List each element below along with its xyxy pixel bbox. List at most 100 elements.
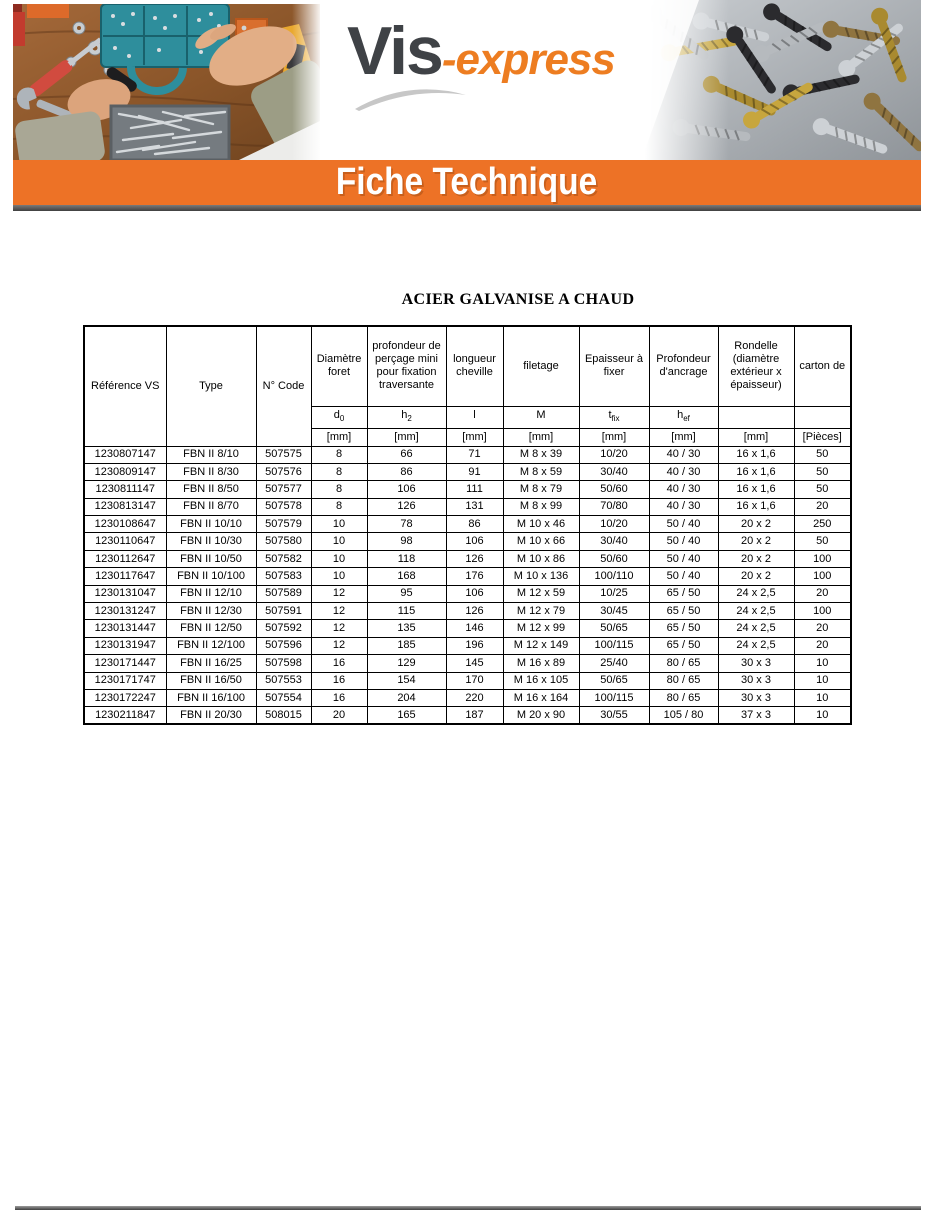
cell-longueur-cheville: 71 xyxy=(445,445,504,464)
cell-filetage: M 16 x 89 xyxy=(502,654,580,673)
cell-diametre-foret: 16 xyxy=(310,654,368,673)
cell-profondeur-percage: 86 xyxy=(366,462,447,482)
cell-rondelle: 24 x 2,5 xyxy=(717,636,795,656)
symbol-hef: hef xyxy=(648,405,719,429)
cell-reference: 1230172247 xyxy=(83,688,167,708)
table-row: 1230112647 FBN II 10/50 507582 10 118 126 M 10… xyxy=(83,549,852,569)
cell-filetage: M 8 x 79 xyxy=(502,480,580,499)
cell-code: 507591 xyxy=(255,602,312,621)
table-body: 1230807147 FBN II 8/10 507575 8 66 71 M 8 x 39… xyxy=(83,445,852,725)
cell-longueur-cheville: 196 xyxy=(445,636,504,656)
cell-epaisseur-a-fixer: 30/55 xyxy=(578,706,650,725)
cell-profondeur-percage: 185 xyxy=(366,636,447,656)
cell-epaisseur-a-fixer: 100/110 xyxy=(578,567,650,586)
cell-profondeur-ancrage: 50 / 40 xyxy=(648,549,719,569)
banner-title: Fiche Technique xyxy=(336,161,598,203)
cell-diametre-foret: 8 xyxy=(310,497,368,517)
cell-profondeur-percage: 66 xyxy=(366,445,447,464)
cell-rondelle: 37 x 3 xyxy=(717,706,795,725)
cell-type: FBN II 12/100 xyxy=(165,636,257,656)
cell-filetage: M 10 x 46 xyxy=(502,515,580,534)
cell-profondeur-ancrage: 65 / 50 xyxy=(648,619,719,638)
cell-diametre-foret: 20 xyxy=(310,706,368,725)
cell-rondelle: 20 x 2 xyxy=(717,549,795,569)
workbench-photo xyxy=(13,4,322,160)
cell-profondeur-ancrage: 65 / 50 xyxy=(648,584,719,604)
cell-carton: 20 xyxy=(793,584,852,604)
cell-epaisseur-a-fixer: 30/40 xyxy=(578,532,650,551)
cell-code: 507598 xyxy=(255,654,312,673)
col-header-epaisseur: Epaisseur à fixer xyxy=(578,325,650,407)
cell-code: 508015 xyxy=(255,706,312,725)
cell-reference: 1230117647 xyxy=(83,567,167,586)
cell-reference: 1230112647 xyxy=(83,549,167,569)
cell-rondelle: 16 x 1,6 xyxy=(717,497,795,517)
cell-carton: 250 xyxy=(793,515,852,534)
cell-profondeur-ancrage: 65 / 50 xyxy=(648,602,719,621)
cell-profondeur-percage: 115 xyxy=(366,602,447,621)
table-row: 1230811147 FBN II 8/50 507577 8 106 111 M 8 x … xyxy=(83,480,852,499)
symbol-rondelle-empty xyxy=(717,405,795,429)
logo-vis: Vis xyxy=(347,13,444,89)
cell-longueur-cheville: 145 xyxy=(445,654,504,673)
table-row: 1230171747 FBN II 16/50 507553 16 154 170 M 16… xyxy=(83,671,852,690)
cell-longueur-cheville: 176 xyxy=(445,567,504,586)
unit-carton: [Pièces] xyxy=(793,427,852,447)
screws-pile-photo xyxy=(645,0,921,160)
col-header-filetage: filetage xyxy=(502,325,580,407)
cell-code: 507589 xyxy=(255,584,312,604)
cell-filetage: M 16 x 164 xyxy=(502,688,580,708)
cell-longueur-cheville: 126 xyxy=(445,602,504,621)
cell-epaisseur-a-fixer: 50/60 xyxy=(578,549,650,569)
cell-carton: 50 xyxy=(793,480,852,499)
col-header-reference: Référence VS xyxy=(83,325,167,447)
cell-profondeur-percage: 118 xyxy=(366,549,447,569)
symbol-M: M xyxy=(502,405,580,429)
cell-carton: 50 xyxy=(793,532,852,551)
cell-epaisseur-a-fixer: 50/65 xyxy=(578,619,650,638)
cell-profondeur-percage: 135 xyxy=(366,619,447,638)
cell-longueur-cheville: 106 xyxy=(445,584,504,604)
cell-type: FBN II 10/10 xyxy=(165,515,257,534)
cell-type: FBN II 12/50 xyxy=(165,619,257,638)
table-row: 1230813147 FBN II 8/70 507578 8 126 131 M 8 x … xyxy=(83,497,852,517)
cell-filetage: M 10 x 136 xyxy=(502,567,580,586)
logo-text: Vis-express xyxy=(347,12,616,90)
cell-longueur-cheville: 146 xyxy=(445,619,504,638)
cell-reference: 1230171747 xyxy=(83,671,167,690)
workbench-photo-art xyxy=(13,4,322,160)
cell-reference: 1230171447 xyxy=(83,654,167,673)
cell-type: FBN II 8/70 xyxy=(165,497,257,517)
cell-filetage: M 20 x 90 xyxy=(502,706,580,725)
cell-code: 507592 xyxy=(255,619,312,638)
cell-code: 507582 xyxy=(255,549,312,569)
cell-diametre-foret: 12 xyxy=(310,636,368,656)
table-row: 1230171447 FBN II 16/25 507598 16 129 145 M 16… xyxy=(83,654,852,673)
cell-reference: 1230108647 xyxy=(83,515,167,534)
table-row: 1230110647 FBN II 10/30 507580 10 98 106 M 10 … xyxy=(83,532,852,551)
cell-epaisseur-a-fixer: 30/45 xyxy=(578,602,650,621)
table-row: 1230108647 FBN II 10/10 507579 10 78 86 M 10 x… xyxy=(83,515,852,534)
col-header-carton: carton de xyxy=(793,325,852,407)
cell-reference: 1230131947 xyxy=(83,636,167,656)
cell-epaisseur-a-fixer: 100/115 xyxy=(578,636,650,656)
cell-code: 507579 xyxy=(255,515,312,534)
section-title: ACIER GALVANISE A CHAUD xyxy=(401,291,635,308)
cell-code: 507575 xyxy=(255,445,312,464)
cell-filetage: M 12 x 79 xyxy=(502,602,580,621)
cell-filetage: M 8 x 99 xyxy=(502,497,580,517)
cell-reference: 1230807147 xyxy=(83,445,167,464)
cell-carton: 20 xyxy=(793,636,852,656)
cell-filetage: M 10 x 86 xyxy=(502,549,580,569)
unit-tfix: [mm] xyxy=(578,427,650,447)
cell-profondeur-ancrage: 40 / 30 xyxy=(648,462,719,482)
cell-type: FBN II 10/30 xyxy=(165,532,257,551)
cell-rondelle: 30 x 3 xyxy=(717,671,795,690)
col-header-type: Type xyxy=(165,325,257,447)
col-header-longueur: longueur cheville xyxy=(445,325,504,407)
cell-type: FBN II 16/25 xyxy=(165,654,257,673)
cell-rondelle: 24 x 2,5 xyxy=(717,602,795,621)
cell-epaisseur-a-fixer: 50/65 xyxy=(578,671,650,690)
col-header-profondeur-ancrage: Profondeur d'ancrage xyxy=(648,325,719,407)
col-header-diametre: Diamètre foret xyxy=(310,325,368,407)
